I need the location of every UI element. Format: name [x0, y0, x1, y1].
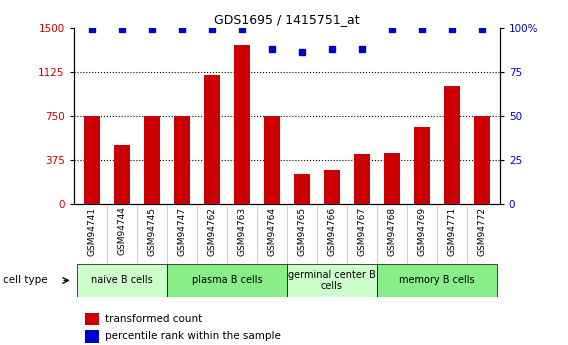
- Text: GSM94745: GSM94745: [147, 207, 156, 256]
- Bar: [167, 264, 287, 297]
- Bar: [354, 154, 370, 204]
- Text: transformed count: transformed count: [105, 314, 202, 324]
- Text: GSM94762: GSM94762: [207, 207, 216, 256]
- Text: GSM94765: GSM94765: [297, 207, 306, 256]
- Bar: [294, 174, 310, 204]
- Bar: [324, 169, 340, 204]
- Text: GSM94747: GSM94747: [177, 207, 186, 256]
- Text: cell type: cell type: [3, 276, 48, 285]
- Bar: [377, 264, 497, 297]
- Bar: [203, 75, 220, 204]
- Bar: [264, 116, 280, 204]
- Bar: [83, 116, 100, 204]
- Bar: [287, 264, 377, 297]
- Text: GSM94772: GSM94772: [477, 207, 486, 256]
- Text: percentile rank within the sample: percentile rank within the sample: [105, 332, 281, 341]
- Bar: [444, 86, 460, 204]
- Bar: [474, 116, 490, 204]
- Text: germinal center B
cells: germinal center B cells: [288, 269, 375, 291]
- Text: GSM94769: GSM94769: [417, 207, 427, 256]
- Text: plasma B cells: plasma B cells: [191, 275, 262, 285]
- Text: memory B cells: memory B cells: [399, 275, 475, 285]
- Bar: [77, 264, 167, 297]
- Text: GSM94766: GSM94766: [327, 207, 336, 256]
- Bar: [85, 330, 99, 343]
- Bar: [85, 313, 99, 325]
- Bar: [174, 116, 190, 204]
- Text: naive B cells: naive B cells: [91, 275, 153, 285]
- Bar: [114, 145, 130, 204]
- Text: GSM94767: GSM94767: [357, 207, 366, 256]
- Text: GSM94741: GSM94741: [87, 207, 97, 256]
- Bar: [233, 45, 250, 204]
- Bar: [383, 153, 400, 204]
- Title: GDS1695 / 1415751_at: GDS1695 / 1415751_at: [214, 13, 360, 27]
- Bar: [144, 116, 160, 204]
- Text: GSM94764: GSM94764: [268, 207, 277, 256]
- Bar: [414, 127, 430, 204]
- Text: GSM94771: GSM94771: [448, 207, 456, 256]
- Text: GSM94768: GSM94768: [387, 207, 396, 256]
- Text: GSM94763: GSM94763: [237, 207, 247, 256]
- Text: GSM94744: GSM94744: [118, 207, 126, 255]
